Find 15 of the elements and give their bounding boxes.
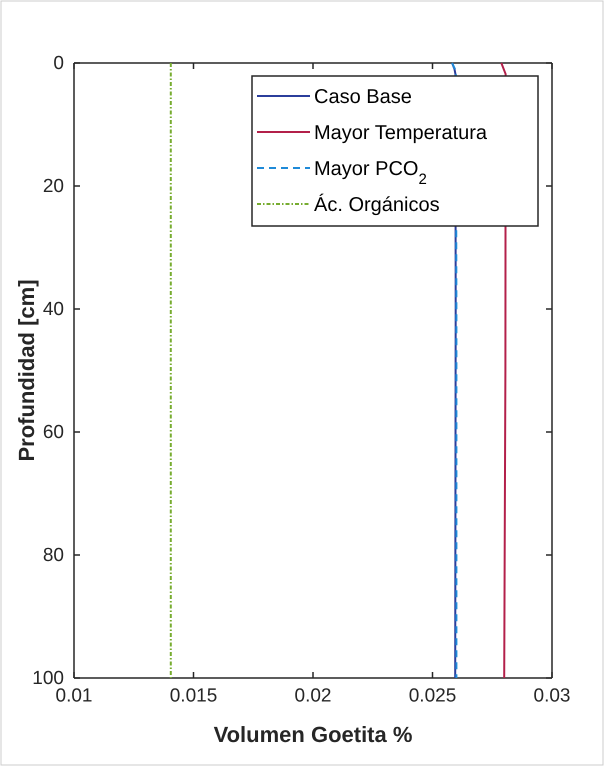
y-tick-label: 40 bbox=[42, 299, 64, 320]
legend-label: Mayor Temperatura bbox=[314, 122, 488, 144]
x-tick-label: 0.03 bbox=[534, 685, 570, 706]
legend-label: Caso Base bbox=[314, 86, 412, 108]
legend-label: Ác. Orgánicos bbox=[314, 193, 440, 216]
y-axis-title: Profundidad [cm] bbox=[14, 279, 39, 462]
y-tick-label: 20 bbox=[42, 176, 64, 198]
y-tick-label: 80 bbox=[42, 545, 64, 566]
legend-label: Mayor PCO$_{2}$ bbox=[314, 158, 427, 188]
x-tick-label: 0.02 bbox=[294, 685, 332, 706]
x-tick-label: 0.015 bbox=[170, 685, 218, 706]
y-tick-label: 60 bbox=[42, 422, 64, 444]
x-axis-title: Volumen Goetita % bbox=[214, 722, 412, 747]
y-tick-label: 0 bbox=[53, 53, 64, 74]
x-tick-label: 0.025 bbox=[408, 685, 456, 706]
